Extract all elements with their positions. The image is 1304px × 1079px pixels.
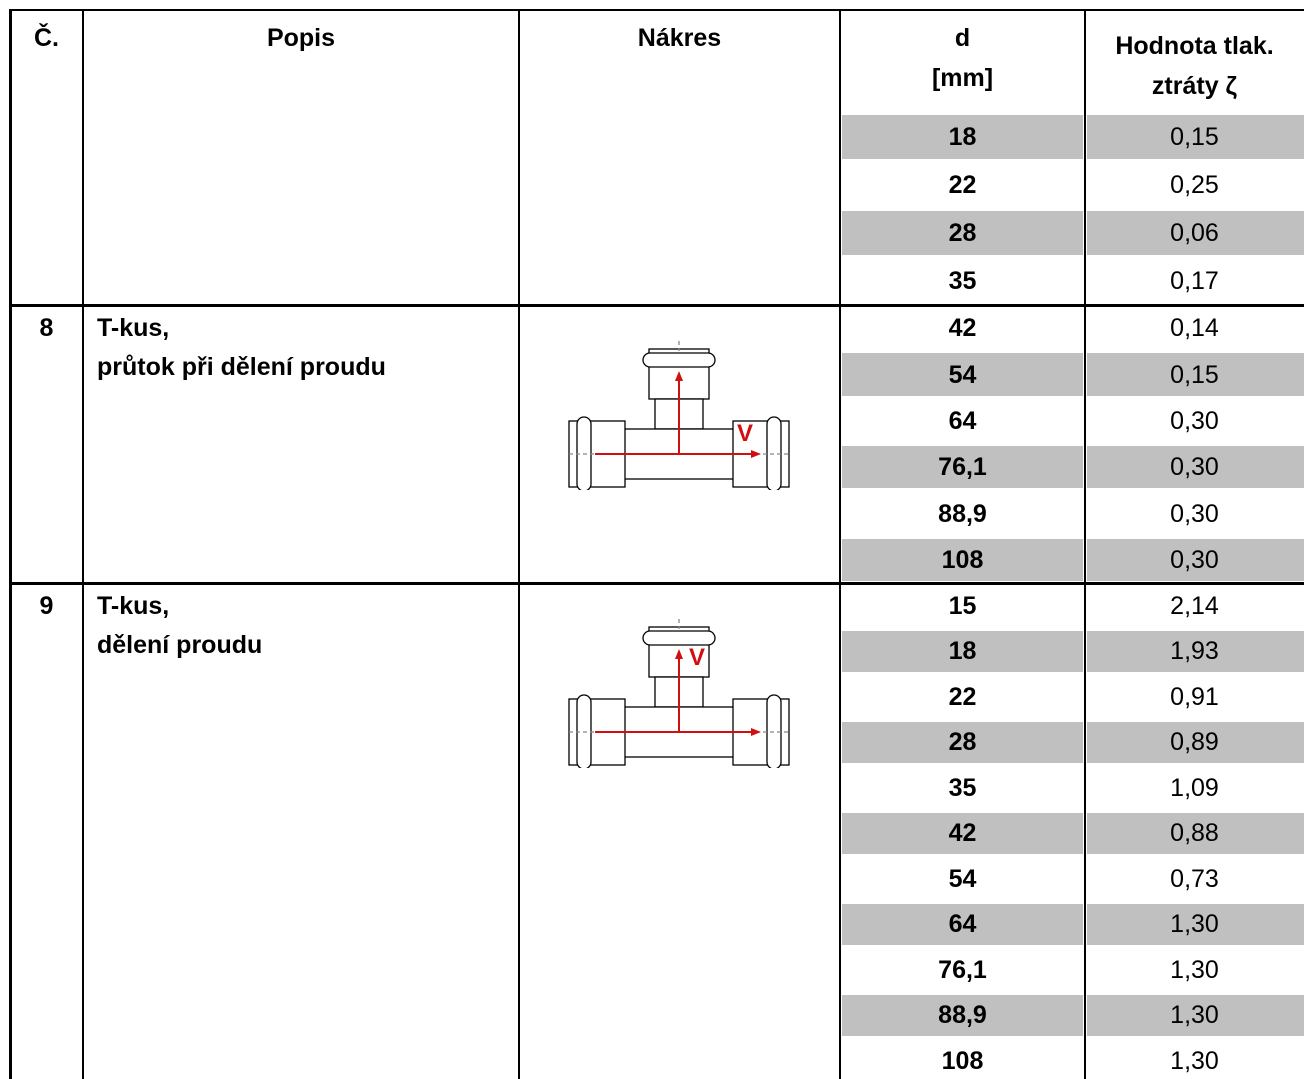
d-cell: 35	[948, 773, 977, 802]
group-description: průtok při dělení proudu	[97, 353, 386, 381]
shade	[1087, 994, 1304, 1036]
drawing-label: V	[689, 644, 706, 671]
d-cell: 42	[948, 819, 977, 848]
header-description: Popis	[266, 24, 336, 52]
header-drawing: Nákres	[637, 24, 722, 52]
zeta-cell: 1,30	[1170, 910, 1219, 939]
d-cell: 54	[948, 864, 977, 893]
shade	[842, 812, 1083, 854]
zeta-cell: 0,15	[1170, 360, 1219, 389]
d-cell: 108	[941, 545, 984, 574]
zeta-cell: 0,15	[1170, 123, 1219, 151]
shade	[1087, 353, 1304, 396]
d-cell: 42	[948, 314, 977, 343]
shade	[1087, 903, 1304, 945]
zeta-cell: 0,17	[1170, 267, 1219, 295]
d-cell: 35	[948, 267, 977, 295]
shade	[842, 211, 1083, 255]
zeta-cell: 0,06	[1170, 219, 1219, 247]
d-cell: 18	[948, 637, 977, 666]
d-cell: 28	[948, 728, 977, 757]
shade	[1087, 721, 1304, 763]
d-cell: 22	[948, 682, 977, 711]
zeta-cell: 0,73	[1170, 864, 1219, 893]
column-line	[82, 9, 84, 1079]
tee-drawing	[565, 619, 793, 770]
group-description: T-kus,	[97, 314, 170, 342]
zeta-cell: 0,88	[1170, 819, 1219, 848]
drawing	[565, 341, 793, 492]
shade	[1087, 446, 1304, 489]
shade	[1087, 538, 1304, 581]
shade	[842, 446, 1083, 489]
d-cell: 22	[948, 171, 977, 199]
shade	[842, 994, 1083, 1036]
header-loss: Hodnota tlak.	[1115, 32, 1274, 60]
shade	[842, 538, 1083, 581]
shade	[842, 353, 1083, 396]
d-cell: 88,9	[938, 1001, 987, 1030]
group-description: dělení proudu	[97, 631, 263, 659]
shade	[842, 115, 1083, 159]
column-line	[518, 9, 520, 1079]
d-cell: 64	[948, 910, 977, 939]
d-cell: 108	[941, 1046, 984, 1075]
zeta-cell: 0,89	[1170, 728, 1219, 757]
header-d: d	[954, 24, 971, 52]
d-cell: 64	[948, 406, 977, 435]
top-border	[10, 9, 1304, 11]
zeta-cell: 1,30	[1170, 955, 1219, 984]
group-number: 9	[39, 592, 54, 620]
group-description: T-kus,	[97, 592, 170, 620]
tee-drawing	[565, 341, 793, 492]
zeta-cell: 1,30	[1170, 1046, 1219, 1075]
group-separator	[10, 303, 1304, 307]
d-cell: 15	[948, 591, 977, 620]
shade	[1087, 812, 1304, 854]
shade	[842, 630, 1083, 672]
zeta-cell: 0,91	[1170, 682, 1219, 711]
zeta-cell: 0,30	[1170, 406, 1219, 435]
zeta-cell: 1,30	[1170, 1001, 1219, 1030]
shade	[842, 721, 1083, 763]
zeta-cell: 1,09	[1170, 773, 1219, 802]
drawing	[565, 619, 793, 770]
d-cell: 18	[948, 123, 977, 151]
d-cell: 88,9	[938, 499, 987, 528]
header-loss-2: ztráty ζ	[1151, 72, 1238, 100]
d-cell: 28	[948, 219, 977, 247]
column-line	[1084, 9, 1086, 1079]
shade	[1087, 630, 1304, 672]
shade	[1087, 211, 1304, 255]
zeta-cell: 0,30	[1170, 453, 1219, 482]
drawing-label: V	[737, 420, 754, 447]
column-line	[839, 9, 841, 1079]
d-cell: 76,1	[938, 453, 987, 482]
shade	[842, 903, 1083, 945]
group-number: 8	[39, 314, 54, 342]
zeta-cell: 0,30	[1170, 499, 1219, 528]
d-cell: 54	[948, 360, 977, 389]
zeta-cell: 1,93	[1170, 637, 1219, 666]
d-cell: 76,1	[938, 955, 987, 984]
zeta-cell: 0,30	[1170, 545, 1219, 574]
shade	[1087, 115, 1304, 159]
header-number: Č.	[34, 24, 59, 52]
zeta-cell: 2,14	[1170, 591, 1219, 620]
header-d-unit: [mm]	[931, 64, 994, 92]
left-border	[9, 9, 12, 1079]
group-separator	[10, 581, 1304, 585]
zeta-cell: 0,14	[1170, 314, 1219, 343]
zeta-cell: 0,25	[1170, 171, 1219, 199]
